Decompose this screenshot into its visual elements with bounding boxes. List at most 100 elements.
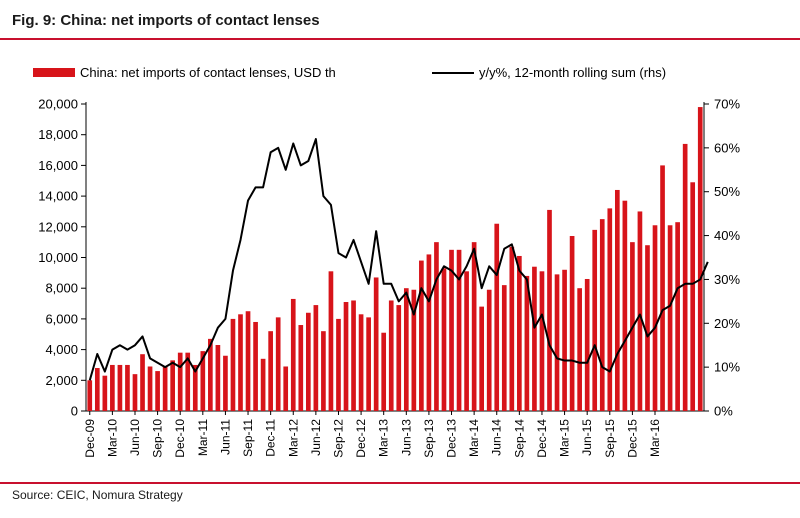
x-tick-label: Dec-15 [625, 419, 639, 458]
x-tick-label: Sep-13 [422, 419, 436, 458]
x-tick-label: Sep-11 [241, 419, 255, 457]
bar [260, 358, 266, 411]
bar [577, 288, 582, 411]
bar [223, 355, 228, 411]
bar [343, 302, 349, 411]
x-tick-label: Jun-12 [309, 419, 323, 456]
bar [321, 331, 326, 411]
y-right-tick-label: 20% [714, 316, 740, 331]
bar [479, 306, 484, 411]
x-tick-label: Jun-10 [128, 419, 142, 456]
bar [607, 208, 613, 411]
x-tick-label: Mar-15 [558, 419, 572, 457]
bar [449, 249, 454, 411]
bar [554, 274, 560, 411]
y-left-tick-label: 0 [71, 404, 78, 419]
bar [170, 360, 175, 411]
y-left-tick-label: 20,000 [38, 97, 78, 112]
x-tick-label: Jun-14 [490, 419, 504, 456]
x-tick-label: Sep-14 [512, 419, 526, 458]
bar [381, 332, 387, 411]
bar [614, 189, 620, 411]
figure-title: Fig. 9: China: net imports of contact le… [12, 12, 320, 29]
y-right-tick-label: 10% [714, 360, 740, 375]
y-left-tick-label: 10,000 [38, 250, 78, 265]
bar [532, 266, 537, 411]
y-left-tick-label: 8,000 [45, 281, 78, 296]
bar [102, 375, 108, 411]
y-right-tick-label: 0% [714, 404, 733, 419]
bar [562, 269, 567, 411]
bar [494, 223, 500, 411]
bar [517, 255, 522, 411]
bar [208, 338, 213, 411]
bar [290, 298, 296, 411]
bar [388, 300, 394, 411]
bar [358, 314, 364, 411]
bar-series [87, 107, 703, 412]
bar [652, 225, 658, 411]
bar [200, 351, 206, 411]
y-right-tick-label: 50% [714, 184, 740, 199]
x-tick-label: Dec-13 [445, 419, 459, 458]
x-tick-label: Jun-15 [580, 419, 594, 456]
bar [599, 219, 605, 412]
bar [434, 242, 439, 411]
bar [501, 285, 507, 411]
bar [140, 354, 145, 411]
y-left-tick-label: 4,000 [45, 342, 78, 357]
bar [268, 331, 273, 411]
bar [486, 289, 492, 411]
bar [682, 143, 688, 411]
bar [509, 246, 515, 411]
x-tick-label: Mar-11 [196, 419, 210, 456]
x-tick-label: Dec-10 [173, 419, 187, 458]
top-rule [0, 38, 800, 40]
bar [411, 289, 417, 411]
bar [230, 318, 236, 411]
bar [283, 366, 289, 411]
bar [177, 352, 183, 411]
y-right-tick-label: 60% [714, 140, 740, 155]
bar [155, 371, 160, 411]
bar [185, 352, 191, 411]
line-series-path [88, 138, 709, 381]
bar [569, 236, 575, 411]
x-tick-label: Sep-12 [331, 419, 345, 458]
bar [147, 366, 153, 411]
bar [426, 254, 432, 411]
bar [524, 275, 530, 411]
y-right-tick-label: 40% [714, 228, 740, 243]
x-tick-label: Jun-11 [218, 419, 232, 455]
legend-bar-swatch [33, 68, 75, 77]
bar [675, 222, 680, 411]
bar [373, 277, 379, 411]
x-tick-label: Mar-13 [377, 419, 391, 457]
bar [238, 314, 243, 411]
bar [192, 364, 198, 411]
x-tick-label: Dec-12 [354, 419, 368, 458]
legend-line-label: y/y%, 12-month rolling sum (rhs) [479, 65, 666, 80]
bar [132, 374, 138, 411]
line-series [88, 138, 709, 381]
bar [539, 271, 545, 411]
y-right-tick-label: 30% [714, 272, 740, 287]
bar [275, 317, 281, 411]
bar [336, 318, 341, 411]
bar [592, 229, 598, 411]
bar [328, 271, 334, 411]
y-left-tick-label: 14,000 [38, 189, 78, 204]
bar [584, 278, 590, 411]
bar [298, 325, 304, 411]
x-tick-label: Sep-10 [151, 419, 165, 458]
bar [366, 317, 371, 411]
y-right-tick-label: 70% [714, 97, 740, 112]
x-tick-label: Mar-16 [648, 419, 662, 457]
x-tick-label: Dec-14 [535, 419, 549, 458]
bar [396, 305, 402, 411]
bar [94, 368, 100, 411]
x-tick-label: Jun-13 [399, 419, 413, 456]
bar [464, 271, 469, 411]
bar [125, 364, 130, 411]
bar [471, 242, 477, 411]
